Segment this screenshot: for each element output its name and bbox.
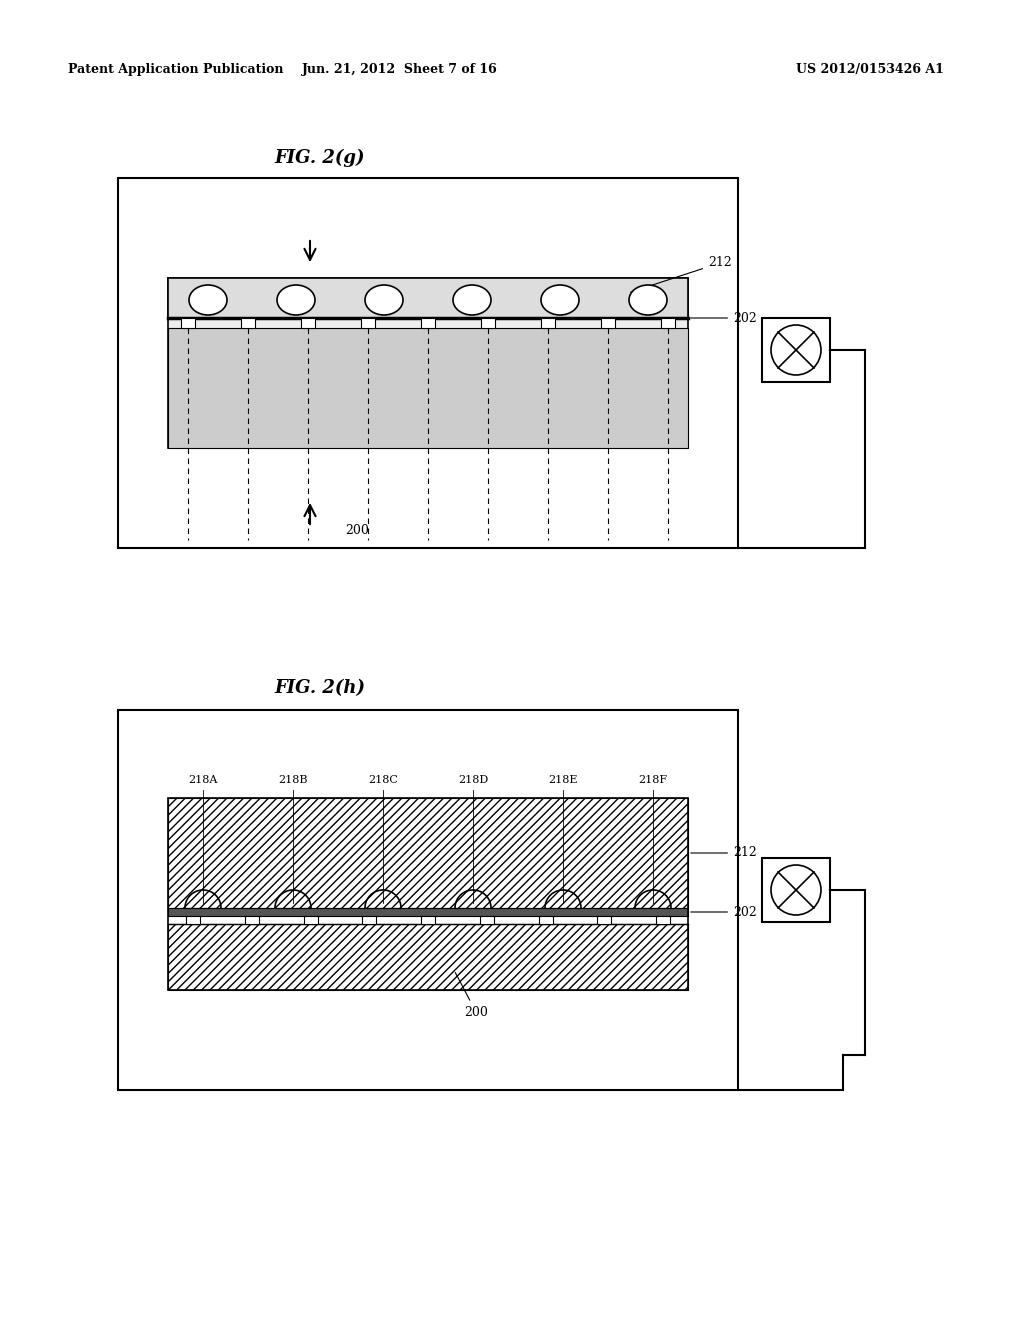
Text: 212: 212 [691, 846, 757, 859]
Text: FIG. 2(h): FIG. 2(h) [274, 678, 366, 697]
Circle shape [771, 865, 821, 915]
Bar [597, 916, 611, 924]
Bar [301, 318, 315, 327]
Bar [168, 908, 688, 916]
Ellipse shape [453, 285, 490, 315]
Text: US 2012/0153426 A1: US 2012/0153426 A1 [796, 63, 944, 77]
Bar [421, 318, 435, 327]
Text: 218B: 218B [279, 775, 308, 785]
Ellipse shape [365, 285, 403, 315]
Text: 218A: 218A [188, 775, 218, 785]
Bar [168, 327, 688, 447]
Bar [168, 279, 688, 447]
Bar [762, 858, 830, 921]
Bar [662, 318, 675, 327]
Bar [362, 916, 376, 924]
Text: Patent Application Publication: Patent Application Publication [68, 63, 284, 77]
Text: 212: 212 [631, 256, 732, 292]
Bar [303, 916, 317, 924]
Bar [168, 279, 688, 318]
Bar [421, 916, 435, 924]
Ellipse shape [541, 285, 579, 315]
Bar [118, 178, 738, 548]
Bar [361, 318, 375, 327]
Circle shape [771, 325, 821, 375]
Bar [656, 916, 670, 924]
Text: 218D: 218D [458, 775, 488, 785]
Bar [481, 318, 495, 327]
Bar [541, 318, 555, 327]
Bar [168, 799, 688, 908]
Ellipse shape [278, 285, 315, 315]
Bar [241, 318, 255, 327]
Bar [186, 916, 200, 924]
Bar [245, 916, 259, 924]
Ellipse shape [189, 285, 227, 315]
Text: FIG. 2(g): FIG. 2(g) [274, 149, 366, 168]
Text: 200: 200 [345, 524, 369, 536]
Bar [480, 916, 494, 924]
Bar [601, 318, 615, 327]
Bar [118, 710, 738, 1090]
Bar [539, 916, 553, 924]
Text: 200: 200 [456, 973, 487, 1019]
Bar [168, 799, 688, 990]
Text: 218F: 218F [638, 775, 668, 785]
Bar [181, 318, 195, 327]
Bar [168, 924, 688, 990]
Ellipse shape [629, 285, 667, 315]
Text: Jun. 21, 2012  Sheet 7 of 16: Jun. 21, 2012 Sheet 7 of 16 [302, 63, 498, 77]
Text: 218C: 218C [368, 775, 398, 785]
Bar [762, 318, 830, 381]
Text: 202: 202 [691, 312, 757, 325]
Text: 202: 202 [691, 906, 757, 919]
Text: 218E: 218E [548, 775, 578, 785]
